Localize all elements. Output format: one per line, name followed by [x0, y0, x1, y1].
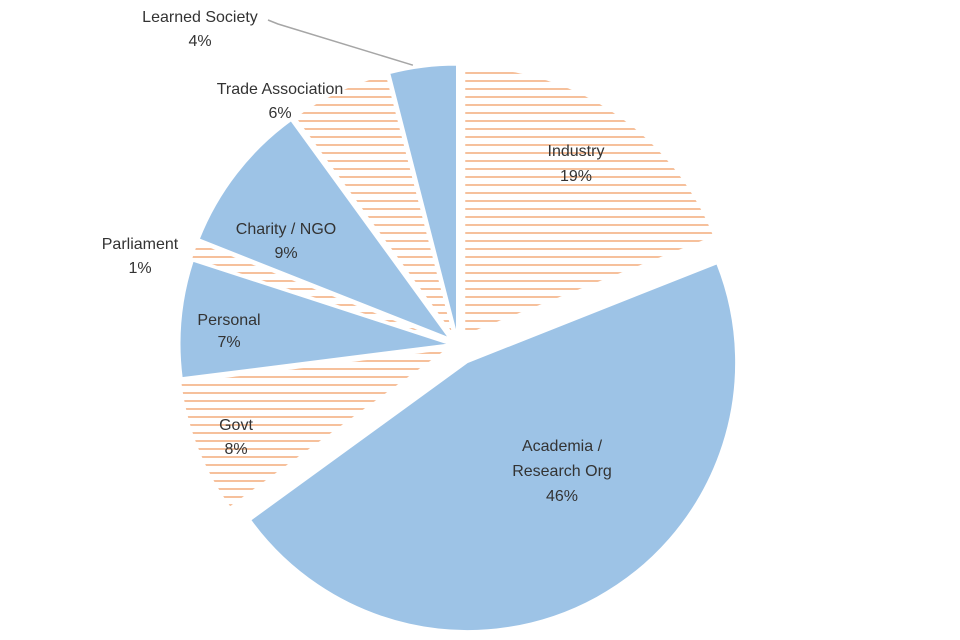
slice-label: Research Org [512, 463, 612, 480]
slice-label: Trade Association [217, 81, 344, 98]
slice-value-label: 8% [224, 441, 247, 458]
slice-label: Academia / [522, 438, 603, 455]
slice-value-label: 7% [217, 334, 240, 351]
slice-value-label: 9% [274, 245, 297, 262]
pie-slice-learned-society [389, 64, 457, 334]
leader-line [267, 19, 414, 66]
slice-value-label: 46% [546, 488, 578, 505]
pie-slice-charity-ngo [198, 120, 450, 339]
leader-lines [267, 19, 414, 66]
slice-value-label: 6% [268, 105, 291, 122]
slice-label: Learned Society [142, 9, 258, 26]
slice-value-label: 4% [188, 33, 211, 50]
pie-slice-trade-association [294, 73, 454, 335]
pie-slice-academia-research-org [250, 263, 737, 631]
pie-slice-govt [180, 348, 448, 508]
slice-label: Personal [197, 312, 260, 329]
pie-slice-parliament [191, 241, 447, 342]
slice-value-label: 19% [560, 168, 592, 185]
pie-slice-industry [464, 66, 715, 336]
slice-value-label: 1% [128, 260, 151, 277]
pie-slice-personal [179, 260, 449, 379]
pie-slices [179, 64, 737, 631]
slice-labels: Industry 19% Academia / Research Org 46% Govt… [102, 9, 612, 505]
slice-label: Industry [548, 143, 605, 160]
slice-label: Govt [219, 417, 253, 434]
slice-label: Charity / NGO [236, 221, 336, 238]
slice-label: Parliament [102, 236, 179, 253]
